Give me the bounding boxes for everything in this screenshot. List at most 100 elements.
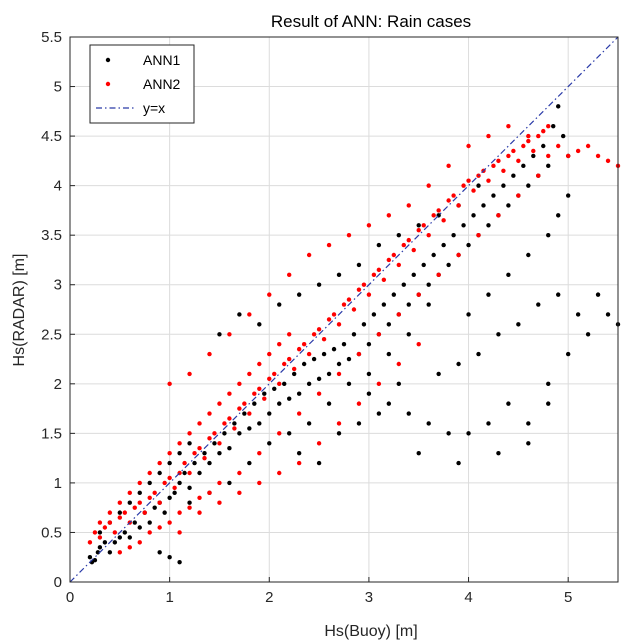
point-ann1 [356, 421, 362, 426]
legend-label-ann1: ANN1 [143, 52, 181, 68]
point-ann1 [546, 232, 551, 238]
point-ann2 [486, 178, 491, 183]
point-ann1 [326, 401, 332, 406]
point-ann1 [421, 262, 426, 268]
point-ann2 [546, 153, 551, 159]
point-ann1 [556, 292, 561, 297]
point-ann1 [187, 500, 192, 505]
point-ann2 [282, 361, 287, 367]
point-ann1 [252, 401, 257, 406]
point-ann2 [207, 436, 212, 441]
point-ann1 [406, 332, 411, 337]
point-ann1 [162, 510, 167, 515]
point-ann1 [506, 272, 511, 278]
point-ann1 [117, 510, 123, 515]
point-ann2 [287, 332, 292, 337]
point-ann1 [272, 386, 277, 391]
point-ann1 [306, 421, 312, 426]
point-ann1 [575, 312, 581, 317]
point-ann2 [287, 272, 292, 278]
point-ann1 [376, 411, 382, 416]
point-ann1 [446, 431, 451, 436]
point-ann2 [311, 332, 317, 337]
point-ann2 [137, 540, 142, 545]
y-tick-label: 1.5 [41, 425, 62, 442]
point-ann2 [152, 490, 157, 496]
point-ann2 [97, 535, 103, 540]
point-ann1 [436, 371, 441, 377]
point-ann2 [267, 292, 272, 297]
point-ann2 [436, 272, 441, 278]
y-tick-label: 1 [54, 475, 62, 492]
point-ann1 [257, 421, 262, 426]
point-ann1 [326, 371, 332, 377]
point-ann1 [386, 322, 392, 327]
point-ann1 [391, 292, 397, 297]
point-ann1 [177, 480, 182, 486]
point-ann2 [331, 312, 337, 317]
point-ann2 [147, 530, 152, 535]
point-ann2 [122, 510, 128, 515]
point-ann2 [361, 282, 367, 287]
point-ann1 [406, 302, 411, 307]
point-ann2 [157, 500, 162, 505]
point-ann1 [296, 292, 302, 297]
point-ann2 [386, 257, 392, 263]
point-ann1 [316, 376, 322, 382]
point-ann1 [341, 341, 347, 347]
point-ann2 [207, 411, 212, 416]
point-ann1 [306, 381, 312, 387]
point-ann2 [147, 495, 152, 500]
y-tick-label: 4.5 [41, 128, 62, 145]
point-ann1 [177, 450, 182, 456]
point-ann1 [227, 446, 232, 451]
point-ann1 [426, 421, 431, 426]
point-ann2 [107, 510, 113, 515]
point-ann2 [336, 322, 342, 327]
point-ann2 [516, 193, 521, 198]
legend-label-yx: y=x [143, 100, 165, 116]
point-ann2 [536, 133, 541, 139]
point-ann1 [501, 183, 506, 188]
point-ann2 [406, 237, 411, 243]
point-ann2 [237, 470, 242, 476]
point-ann2 [247, 371, 252, 377]
point-ann1 [605, 312, 611, 317]
point-ann2 [257, 450, 262, 456]
point-ann1 [506, 203, 511, 208]
point-ann1 [257, 322, 262, 327]
point-ann2 [396, 262, 401, 268]
point-ann1 [595, 292, 601, 297]
point-ann1 [376, 242, 382, 248]
point-ann1 [386, 401, 392, 406]
y-tick-label: 3 [54, 277, 62, 294]
point-ann2 [421, 223, 426, 228]
y-tick-label: 2.5 [41, 326, 62, 343]
point-ann1 [122, 530, 128, 535]
legend-label-ann2: ANN2 [143, 76, 181, 92]
point-ann1 [346, 356, 352, 362]
point-ann1 [287, 396, 292, 401]
point-ann1 [346, 381, 352, 387]
point-ann2 [371, 272, 377, 278]
point-ann2 [247, 411, 252, 416]
point-ann1 [406, 411, 411, 416]
point-ann1 [277, 401, 282, 406]
point-ann2 [336, 421, 342, 426]
point-ann2 [202, 455, 207, 461]
point-ann2 [182, 460, 187, 466]
point-ann1 [511, 173, 516, 178]
point-ann2 [272, 371, 277, 377]
point-ann2 [167, 520, 172, 525]
point-ann2 [451, 193, 456, 198]
point-ann2 [227, 416, 232, 421]
point-ann1 [127, 500, 132, 505]
point-ann2 [446, 163, 451, 169]
point-ann2 [207, 490, 212, 496]
point-ann1 [565, 351, 571, 357]
point-ann2 [291, 366, 297, 372]
point-ann1 [182, 470, 187, 476]
y-tick-label: 4 [54, 178, 62, 195]
reference-line [69, 36, 619, 583]
axis-ticks: 0 1 2 3 4 5 0 0.5 1 1.5 2 2.5 3 3.5 4 4.5 5 5.5 [41, 29, 572, 606]
